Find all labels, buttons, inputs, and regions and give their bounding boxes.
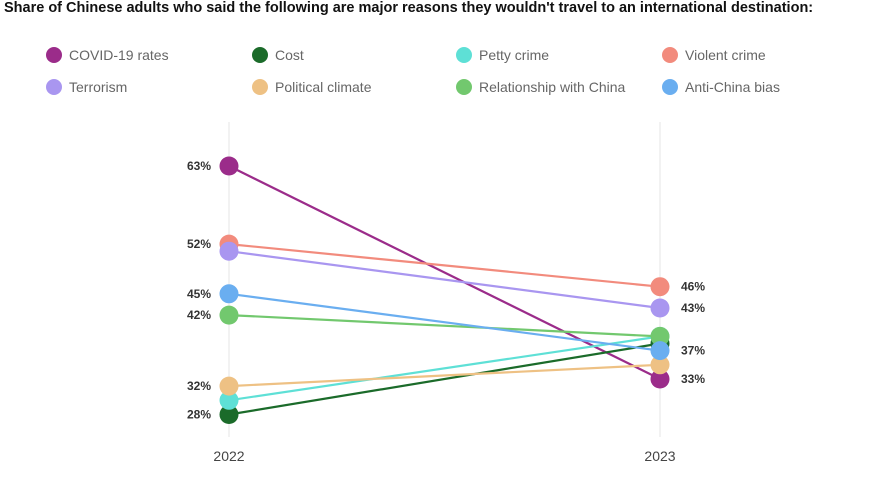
legend-label: Relationship with China — [479, 79, 626, 95]
data-point — [650, 298, 670, 318]
legend-label: Cost — [275, 47, 304, 63]
value-label-2023: 33% — [681, 372, 705, 386]
legend-item: Violent crime — [662, 44, 862, 66]
legend-item: Political climate — [252, 76, 456, 98]
series-line — [228, 165, 661, 380]
legend-item: Petty crime — [456, 44, 662, 66]
series-line — [228, 243, 661, 288]
series-line — [228, 292, 661, 352]
series-line — [228, 314, 661, 338]
data-point — [650, 355, 670, 375]
data-point — [219, 156, 239, 176]
value-label-2023: 43% — [681, 301, 705, 315]
legend-swatch — [662, 47, 678, 63]
legend-label: Terrorism — [69, 79, 128, 95]
legend-swatch — [662, 79, 678, 95]
value-label-2022: 63% — [187, 159, 211, 173]
value-label-2022: 42% — [187, 308, 211, 322]
series-line — [228, 250, 661, 310]
legend-item: Relationship with China — [456, 76, 662, 98]
legend-swatch — [456, 47, 472, 63]
series-line — [228, 342, 661, 416]
legend: COVID-19 rates Cost Petty crime Violent cri… — [46, 44, 862, 98]
legend-label: Violent crime — [685, 47, 766, 63]
data-point — [219, 376, 239, 396]
legend-label: Petty crime — [479, 47, 550, 63]
value-label-2023: 46% — [681, 280, 705, 294]
legend-swatch — [252, 79, 268, 95]
legend-item: Anti-China bias — [662, 76, 862, 98]
data-point — [650, 326, 670, 346]
data-point — [219, 390, 239, 410]
series-line — [228, 363, 661, 388]
value-label-2022: 32% — [187, 379, 211, 393]
legend-label: Anti-China bias — [685, 79, 780, 95]
legend-swatch — [252, 47, 268, 63]
value-label-2022: 52% — [187, 237, 211, 251]
legend-swatch — [46, 79, 62, 95]
legend-swatch — [456, 79, 472, 95]
data-point — [219, 405, 239, 424]
data-point — [650, 277, 670, 297]
legend-swatch — [46, 47, 62, 63]
data-point — [219, 305, 239, 325]
legend-item: Cost — [252, 44, 456, 66]
series-line — [228, 335, 661, 402]
legend-item: COVID-19 rates — [46, 44, 252, 66]
legend-item: Terrorism — [46, 76, 252, 98]
x-tick-label: 2023 — [644, 448, 675, 464]
data-point — [650, 369, 670, 389]
value-label-2022: 28% — [187, 408, 211, 422]
data-point — [650, 341, 670, 361]
data-point — [219, 284, 239, 304]
legend-label: COVID-19 rates — [69, 47, 169, 63]
value-label-2023: 37% — [681, 344, 705, 358]
legend-label: Political climate — [275, 79, 372, 95]
chart-title: Share of Chinese adults who said the fol… — [4, 0, 814, 16]
data-point — [219, 241, 239, 261]
x-tick-label: 2022 — [213, 448, 244, 464]
value-label-2022: 45% — [187, 287, 211, 301]
